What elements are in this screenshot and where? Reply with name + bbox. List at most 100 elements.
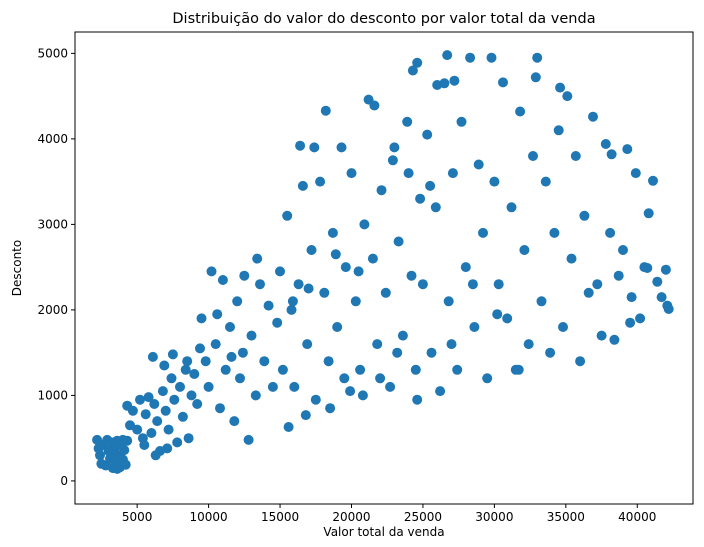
data-point bbox=[456, 116, 467, 127]
data-point bbox=[430, 202, 441, 213]
data-point bbox=[519, 245, 530, 255]
data-point bbox=[353, 266, 364, 277]
data-point bbox=[392, 347, 403, 358]
data-point bbox=[403, 168, 414, 179]
data-point bbox=[492, 309, 503, 320]
data-point bbox=[217, 275, 228, 285]
data-point bbox=[267, 381, 278, 392]
data-point bbox=[417, 279, 428, 290]
data-point bbox=[263, 300, 274, 311]
data-point bbox=[152, 416, 163, 427]
data-point bbox=[167, 349, 178, 360]
data-point bbox=[239, 270, 250, 281]
data-point bbox=[422, 129, 433, 140]
data-point bbox=[120, 459, 131, 470]
data-point bbox=[325, 403, 336, 414]
data-point bbox=[660, 264, 671, 275]
data-point bbox=[432, 80, 443, 90]
data-point bbox=[286, 304, 297, 315]
data-point bbox=[609, 334, 620, 345]
data-point bbox=[102, 434, 113, 445]
data-point bbox=[605, 227, 616, 238]
y-tick-label: 4000 bbox=[37, 132, 68, 146]
data-point bbox=[412, 57, 423, 68]
data-point bbox=[545, 347, 556, 358]
data-point bbox=[232, 296, 243, 307]
data-point bbox=[336, 142, 347, 153]
data-point bbox=[540, 176, 551, 187]
data-point bbox=[310, 394, 321, 405]
data-point bbox=[183, 433, 194, 444]
data-point bbox=[243, 434, 254, 445]
data-point bbox=[272, 317, 283, 328]
data-point bbox=[196, 313, 207, 324]
data-point bbox=[523, 339, 534, 350]
x-tick-label: 35000 bbox=[547, 510, 585, 524]
data-point bbox=[189, 369, 200, 379]
data-point bbox=[315, 176, 326, 187]
data-point bbox=[467, 279, 478, 290]
y-tick-label: 3000 bbox=[37, 217, 68, 231]
data-point bbox=[460, 262, 471, 273]
data-point bbox=[146, 428, 157, 438]
data-point bbox=[186, 390, 197, 401]
data-point bbox=[159, 360, 170, 371]
data-point bbox=[566, 253, 577, 264]
y-axis: 0 1000 2000 3000 4000 5000 bbox=[37, 46, 75, 488]
data-point bbox=[93, 443, 104, 454]
data-point bbox=[473, 159, 484, 170]
data-point bbox=[210, 339, 221, 350]
data-point bbox=[212, 309, 223, 320]
data-point bbox=[515, 106, 526, 117]
data-point bbox=[592, 279, 603, 290]
data-point bbox=[410, 364, 421, 375]
data-point bbox=[225, 322, 235, 332]
data-point bbox=[372, 339, 383, 350]
data-point bbox=[332, 322, 343, 332]
data-point bbox=[622, 144, 633, 155]
data-point bbox=[319, 287, 330, 298]
data-point bbox=[367, 253, 378, 264]
data-point bbox=[135, 394, 145, 405]
data-point bbox=[283, 422, 294, 432]
data-point bbox=[200, 356, 211, 367]
data-point bbox=[192, 399, 203, 409]
y-tick-label: 2000 bbox=[37, 303, 68, 317]
data-point bbox=[203, 381, 214, 392]
data-point bbox=[596, 330, 607, 341]
data-point bbox=[469, 322, 480, 332]
data-point bbox=[482, 373, 493, 384]
data-point bbox=[255, 279, 265, 290]
data-point bbox=[553, 125, 564, 136]
data-point bbox=[226, 351, 237, 362]
data-point bbox=[125, 420, 135, 431]
data-point bbox=[489, 176, 500, 187]
data-point bbox=[643, 208, 654, 219]
data-point bbox=[642, 263, 653, 273]
data-point bbox=[355, 364, 366, 375]
data-point bbox=[112, 463, 123, 474]
data-point bbox=[600, 139, 611, 149]
data-point bbox=[375, 373, 386, 384]
data-point bbox=[402, 116, 413, 127]
data-point bbox=[166, 373, 177, 384]
data-point bbox=[536, 296, 547, 307]
data-point bbox=[175, 381, 185, 392]
data-point bbox=[387, 155, 398, 166]
data-point bbox=[406, 270, 417, 281]
data-point bbox=[478, 227, 488, 238]
data-point bbox=[295, 140, 306, 151]
data-point bbox=[376, 185, 387, 196]
data-point bbox=[357, 390, 368, 401]
data-point bbox=[380, 287, 391, 298]
data-point bbox=[465, 52, 476, 63]
x-tick-label: 15000 bbox=[261, 510, 299, 524]
data-point bbox=[300, 410, 311, 421]
data-point bbox=[635, 313, 646, 324]
data-point bbox=[107, 450, 118, 461]
data-point bbox=[169, 394, 180, 405]
data-point bbox=[180, 364, 191, 375]
data-point bbox=[393, 236, 404, 247]
data-point bbox=[618, 245, 628, 255]
data-point bbox=[113, 440, 124, 450]
